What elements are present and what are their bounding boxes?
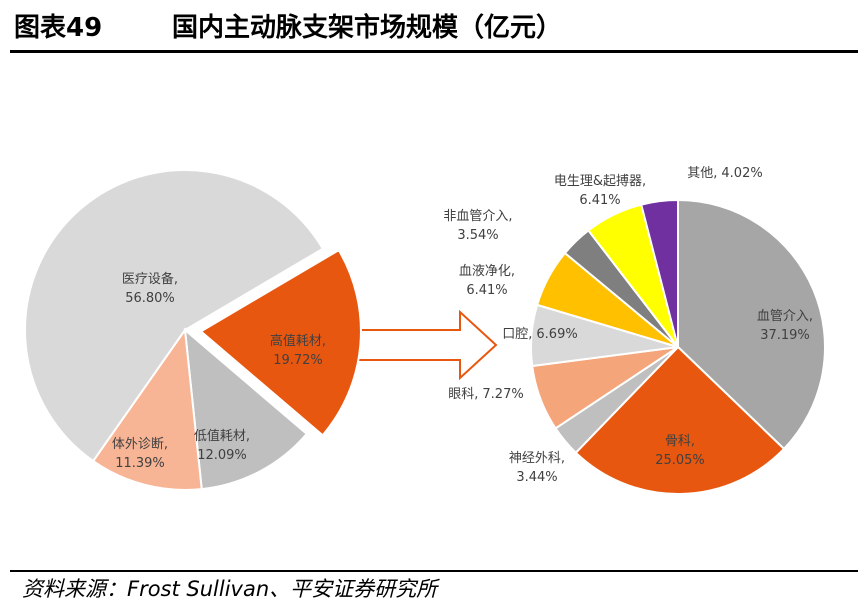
title-rule <box>10 50 858 53</box>
slice-label-group: 其他, 4.02% <box>687 166 762 181</box>
slice-label-group: 眼科, 7.27% <box>448 387 523 402</box>
pie-slice <box>574 345 786 495</box>
pie-slice <box>677 198 826 451</box>
pie-slice <box>91 327 203 491</box>
slice-value-label: 6.41% <box>466 283 507 298</box>
slice-value-label: 56.80% <box>125 291 175 306</box>
slice-label: 电生理&起搏器, <box>554 173 646 189</box>
slice-label: 医疗设备, <box>122 271 178 287</box>
slice-value-label: 12.09% <box>197 448 247 463</box>
slice-label: 体外诊断, <box>112 437 168 452</box>
pie-slice <box>183 327 309 491</box>
slice-value-label: 3.54% <box>457 228 498 243</box>
title: 国内主动脉支架市场规模（亿元） <box>172 12 562 43</box>
slice-label: 口腔, <box>502 327 532 342</box>
source-rule <box>10 570 858 572</box>
pie-slice <box>199 248 362 437</box>
slice-value-label: 6.69% <box>536 327 577 342</box>
slice-value-label: 4.02% <box>721 166 762 181</box>
slice-label: 高值耗材, <box>270 333 326 349</box>
slice-value-label: 6.41% <box>579 193 620 208</box>
slice-label: 神经外科, <box>509 451 565 466</box>
slice-value-label: 37.19% <box>760 328 810 343</box>
slice-label: 其他, <box>687 166 717 181</box>
slice-value-label: 3.44% <box>516 470 557 485</box>
source: 资料来源：Frost Sullivan、平安证券研究所 <box>22 577 440 601</box>
pie-slice <box>640 198 679 348</box>
slice-label: 骨科, <box>665 434 695 449</box>
slice-label: 低值耗材, <box>194 428 250 444</box>
slice-label: 血液净化, <box>459 264 515 279</box>
slice-value-label: 11.39% <box>115 456 165 471</box>
slice-value-label: 25.05% <box>655 453 705 468</box>
pie-slice <box>24 168 325 463</box>
figure-number: 图表49 <box>14 13 102 43</box>
slice-label-group: 口腔, 6.69% <box>502 327 577 342</box>
arrow <box>351 309 498 381</box>
slice-value-label: 7.27% <box>482 387 523 402</box>
slice-value-label: 19.72% <box>273 353 323 368</box>
slice-label: 眼科, <box>448 387 478 402</box>
slice-label: 非血管介入, <box>443 209 512 224</box>
slice-label: 血管介入, <box>757 309 813 324</box>
